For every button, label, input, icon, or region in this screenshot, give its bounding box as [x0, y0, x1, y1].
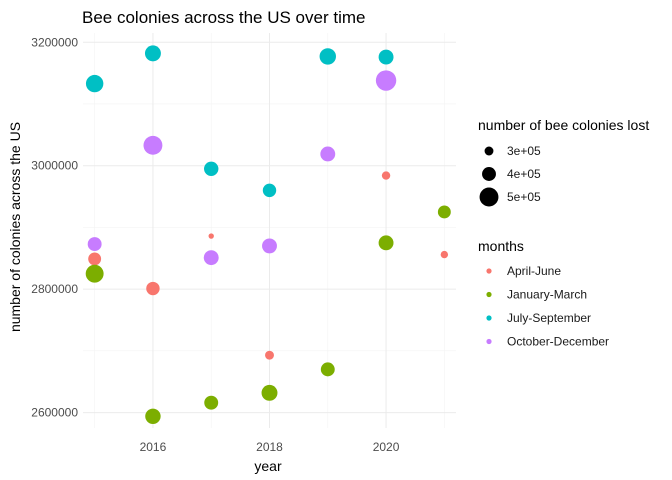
size-legend-label: 5e+05 [507, 190, 541, 204]
point-january-march [378, 235, 394, 251]
chart-title: Bee colonies across the US over time [82, 8, 365, 27]
point-april-june [208, 233, 214, 239]
color-legend-label: April-June [507, 264, 561, 278]
point-july-september [85, 74, 104, 93]
point-october-december [87, 237, 102, 252]
point-january-march [204, 395, 219, 410]
point-october-december [375, 70, 397, 91]
y-axis-ticks: 2600000 2800000 3000000 3200000 [31, 35, 78, 419]
y-tick-label: 2600000 [31, 406, 78, 420]
color-legend-key [486, 315, 492, 321]
color-legend-label: July-September [507, 311, 591, 325]
y-tick-label: 3000000 [31, 159, 78, 173]
point-october-december [320, 146, 336, 162]
color-legend-label: January-March [507, 288, 587, 302]
color-legend-title: months [478, 238, 524, 254]
grid-lines [83, 33, 456, 428]
y-tick-label: 3200000 [31, 35, 78, 49]
point-july-september [319, 48, 336, 65]
size-legend-title: number of bee colonies lost [478, 117, 649, 133]
size-legend-items: 3e+05 4e+05 5e+05 [479, 144, 541, 207]
x-tick-label: 2016 [140, 440, 167, 454]
point-october-december [203, 250, 219, 266]
x-axis-ticks: 2016 2018 2020 [140, 440, 400, 454]
point-april-june [146, 281, 160, 296]
point-january-march [320, 362, 335, 377]
color-legend-items: April-June January-March July-September Oct… [486, 264, 609, 349]
data-points [85, 45, 451, 424]
point-july-september [262, 183, 277, 198]
color-legend-key [486, 338, 492, 345]
color-legend-label: October-December [507, 335, 609, 349]
point-january-march [437, 205, 451, 219]
y-axis-title: number of colonies across the US [7, 122, 23, 332]
color-legend-key [486, 268, 492, 274]
point-october-december [143, 135, 163, 155]
point-april-june [381, 171, 391, 180]
point-april-june [265, 350, 274, 360]
point-july-september [204, 161, 219, 176]
point-april-june [440, 250, 449, 259]
size-legend-key [484, 146, 494, 156]
x-tick-label: 2020 [373, 440, 400, 454]
point-october-december [262, 238, 277, 254]
point-april-june [88, 252, 102, 266]
size-legend-label: 4e+05 [507, 167, 541, 181]
color-legend-key [486, 291, 492, 298]
size-legend-key [479, 187, 499, 207]
x-tick-label: 2018 [256, 440, 283, 454]
point-july-september [144, 45, 161, 62]
x-axis-title: year [254, 458, 282, 474]
point-january-march [85, 264, 104, 283]
point-july-september [378, 49, 394, 65]
size-legend: number of bee colonies lost 3e+05 4e+05 5e… [478, 117, 649, 207]
point-january-march [145, 408, 161, 424]
y-tick-label: 2800000 [31, 282, 78, 296]
point-january-march [261, 384, 278, 401]
color-legend: months April-June January-March July-Septe… [478, 238, 609, 349]
size-legend-label: 3e+05 [507, 144, 541, 158]
size-legend-key [482, 167, 496, 181]
plot-panel [83, 33, 456, 428]
